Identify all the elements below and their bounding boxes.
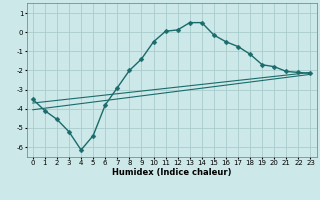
X-axis label: Humidex (Indice chaleur): Humidex (Indice chaleur) bbox=[112, 168, 231, 177]
